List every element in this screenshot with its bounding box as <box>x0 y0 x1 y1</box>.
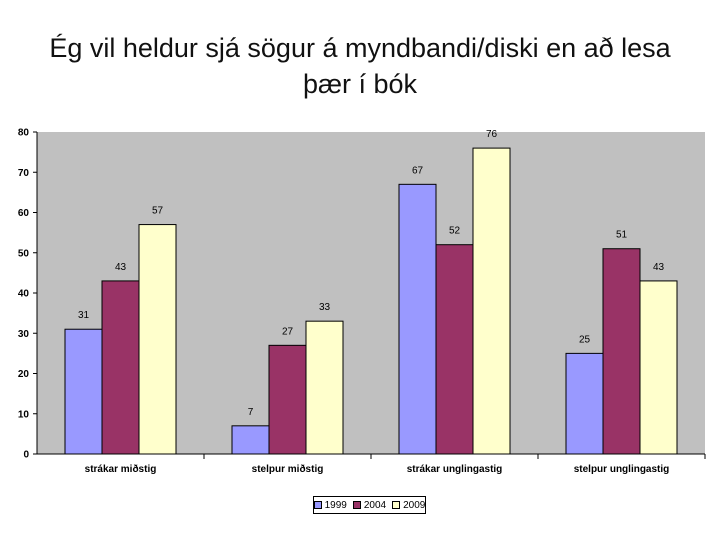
y-tick-label: 20 <box>18 369 30 380</box>
slide-title: Ég vil heldur sjá sögur á myndbandi/disk… <box>49 33 671 99</box>
y-tick-label: 0 <box>23 450 29 461</box>
data-label-2009: 43 <box>653 262 665 273</box>
x-category-label: strákar unglingastig <box>407 464 503 475</box>
bar-2004 <box>602 248 641 455</box>
bar-2009 <box>639 280 678 455</box>
bar-2004 <box>435 244 474 455</box>
legend-label-1999: 1999 <box>324 499 347 511</box>
bar-2009 <box>472 147 511 455</box>
legend-label-2004: 2004 <box>363 499 387 511</box>
bar-1999 <box>398 183 437 455</box>
bar-2009 <box>138 224 177 455</box>
bar-2004 <box>268 344 307 455</box>
y-tick-label: 30 <box>18 329 30 340</box>
data-label-2009: 76 <box>486 129 498 140</box>
bar-1999 <box>231 425 270 455</box>
y-tick-label: 50 <box>18 248 30 259</box>
x-category-label: stelpur unglingastig <box>574 464 670 475</box>
data-label-1999: 25 <box>579 334 591 345</box>
data-label-2004: 27 <box>282 326 294 337</box>
bar-2004 <box>101 280 140 455</box>
data-label-2009: 57 <box>152 206 164 217</box>
data-label-1999: 67 <box>412 165 424 176</box>
y-tick-label: 60 <box>18 208 30 219</box>
data-label-2004: 51 <box>616 230 628 241</box>
y-tick-label: 80 <box>18 128 30 139</box>
data-label-1999: 31 <box>78 310 90 321</box>
bar-1999 <box>565 352 604 455</box>
legend-label-2009: 2009 <box>403 499 426 511</box>
bar-2009 <box>305 320 344 455</box>
data-label-1999: 7 <box>248 407 254 418</box>
x-category-label: stelpur miðstig <box>252 463 324 475</box>
legend-swatch-2004 <box>352 501 361 509</box>
bar-1999 <box>64 328 103 455</box>
legend-item-1999: 1999 <box>313 499 347 511</box>
y-tick-label: 40 <box>18 289 30 300</box>
data-label-2004: 52 <box>449 226 461 237</box>
legend-item-2004: 2004 <box>352 499 387 511</box>
y-tick-label: 70 <box>18 168 30 179</box>
legend-swatch-2009 <box>392 501 401 509</box>
legend-item-2009: 2009 <box>392 500 425 511</box>
data-label-2004: 43 <box>115 262 127 273</box>
x-category-label: strákar miðstig <box>85 463 157 475</box>
chart-legend: 1999 2004 2009 <box>313 496 426 514</box>
legend-swatch-1999 <box>313 501 322 509</box>
y-tick-label: 10 <box>18 409 30 420</box>
data-label-2009: 33 <box>319 302 331 313</box>
